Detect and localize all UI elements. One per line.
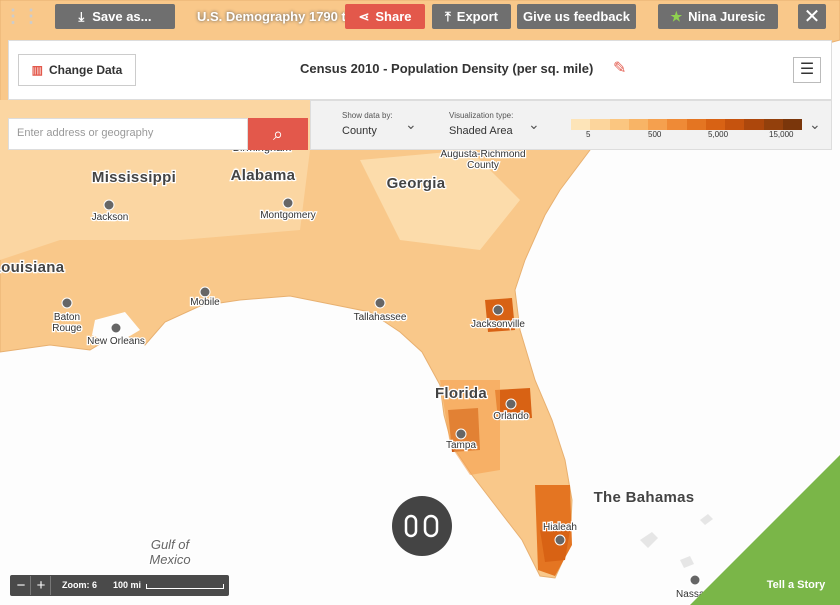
legend-swatch [686, 119, 706, 130]
map-label: Mississippi [92, 169, 176, 186]
county-shading [360, 150, 520, 250]
legend-swatch [705, 119, 725, 130]
map-label: Alabama [231, 167, 296, 184]
project-title: U.S. Demography 1790 to [197, 9, 354, 24]
dropdown-arrow[interactable]: ⌄ [809, 116, 821, 132]
legend-swatch [590, 119, 610, 130]
user-button[interactable]: ★ Nina Juresic [658, 4, 778, 29]
legend-label: 15,000 [769, 130, 794, 139]
city-markers [61, 197, 701, 586]
legend [571, 119, 802, 130]
show-data-by-value[interactable]: County [342, 125, 377, 137]
dropdown-arrow[interactable]: ⌄ [528, 116, 540, 132]
tell-story[interactable]: Tell a Story [767, 579, 826, 591]
map-label: New Orleans [87, 336, 145, 347]
viz-type-value[interactable]: Shaded Area [449, 125, 513, 137]
feedback-label: Give us feedback [523, 9, 630, 24]
tell-story-corner[interactable] [690, 455, 840, 605]
share-button[interactable]: ⋖ Share [345, 4, 425, 29]
export-button[interactable]: ⤒ Export [432, 4, 511, 29]
map-label: Mexico [149, 552, 190, 567]
county-shading [440, 380, 500, 475]
scale-bar [146, 584, 224, 589]
legend-swatch [763, 119, 783, 130]
change-data-button[interactable]: ▥ Change Data [18, 54, 136, 86]
city-marker [110, 322, 122, 334]
map-title: Census 2010 - Population Density (per sq… [300, 61, 594, 76]
book-icon: ▥ [31, 63, 43, 77]
map-label: Montgomery [260, 210, 316, 221]
legend-swatch [648, 119, 668, 130]
map-label: Hialeah [543, 522, 577, 533]
city-marker [374, 297, 386, 309]
change-data-label: Change Data [48, 63, 123, 77]
island [640, 514, 713, 568]
user-label: Nina Juresic [688, 9, 766, 24]
city-marker [199, 286, 211, 298]
map-label: Rouge [52, 323, 82, 334]
viz-type-label: Visualization type: [449, 111, 514, 120]
city-marker [492, 304, 504, 316]
legend-label: 500 [648, 130, 662, 139]
map-label: Baton [54, 312, 80, 323]
legend-swatch [571, 119, 591, 130]
map-label: Florida [435, 385, 487, 402]
close-button[interactable]: ✕ [798, 4, 826, 29]
save-label: Save as... [92, 9, 152, 24]
search-input[interactable]: Enter address or geography [8, 118, 248, 150]
share-icon: ⋖ [358, 8, 370, 24]
legend-swatch [609, 119, 629, 130]
map-label: County [467, 160, 499, 171]
map-label: Orlando [493, 411, 529, 422]
play-icon [404, 514, 418, 538]
panel [8, 40, 832, 100]
play-button[interactable] [392, 496, 452, 556]
zoom-level: Zoom: 6 [62, 580, 97, 590]
search-button[interactable]: ⌕ [248, 118, 308, 150]
city-marker [554, 534, 566, 546]
city-marker [103, 199, 115, 211]
map-label: Jacksonville [471, 319, 525, 330]
show-data-by-label: Show data by: [342, 111, 393, 120]
city-marker [282, 197, 294, 209]
save-button[interactable]: ⤓ Save as... [55, 4, 175, 29]
map-label: Jackson [92, 212, 129, 223]
city-marker [505, 398, 517, 410]
map-label: Mobile [190, 297, 220, 308]
menu-button[interactable]: ☰ [793, 57, 821, 83]
map-label: The Bahamas [594, 489, 695, 506]
apps-menu[interactable]: ⋮⋮ [4, 6, 40, 26]
legend-swatch [744, 119, 764, 130]
legend-swatch [782, 119, 802, 130]
legend-swatch [628, 119, 648, 130]
edit-icon[interactable]: ✎ [613, 60, 627, 77]
legend-label: 5 [586, 130, 591, 139]
play-icon [423, 514, 439, 538]
export-label: Export [456, 9, 498, 24]
map-label: Augusta-Richmond [440, 149, 525, 160]
zoom-out[interactable]: − [12, 576, 31, 595]
zoom-in[interactable]: + [32, 576, 51, 595]
map-label: Tallahassee [354, 312, 407, 323]
export-icon: ⤒ [445, 8, 451, 24]
feedback-button[interactable]: Give us feedback [517, 4, 636, 29]
zoom-control [10, 575, 229, 596]
scale-label: 100 mi [113, 580, 142, 590]
map-label: Gulf of [151, 537, 191, 552]
city-marker [689, 574, 701, 586]
legend-swatch [725, 119, 745, 130]
map-label: Tampa [446, 440, 476, 451]
download-icon: ⤓ [78, 8, 85, 24]
star-icon: ★ [670, 8, 683, 24]
map-label: Louisiana [0, 259, 65, 276]
city-marker [61, 297, 73, 309]
legend-label: 5,000 [708, 130, 729, 139]
share-label: Share [375, 9, 412, 24]
dropdown-arrow[interactable]: ⌄ [405, 116, 417, 132]
map-label: Georgia [387, 175, 446, 192]
legend-swatch [667, 119, 687, 130]
city-marker [455, 428, 467, 440]
